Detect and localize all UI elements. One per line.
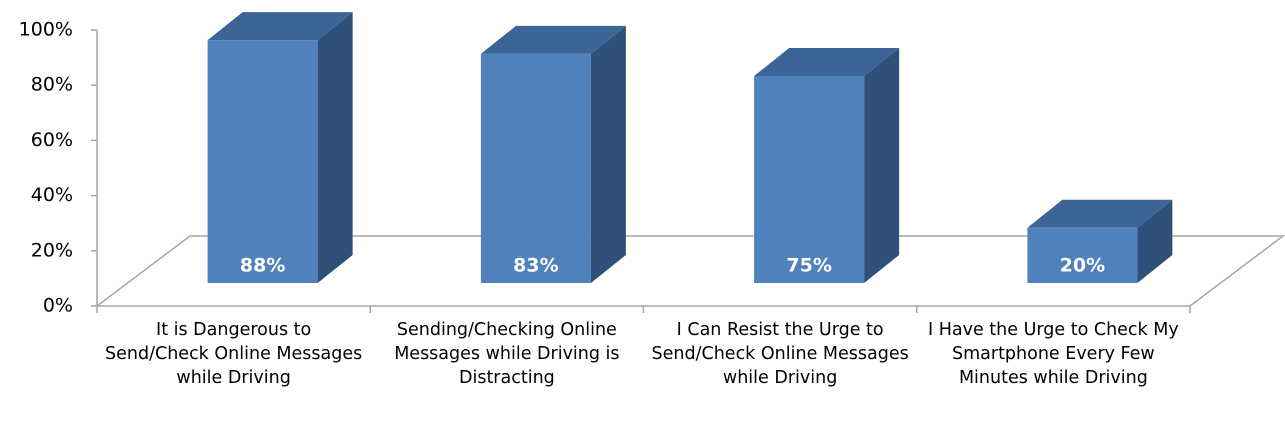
x-tick-label: It is Dangerous to Send/Check Online Mes… (105, 320, 363, 388)
y-tick-label: 80% (31, 74, 73, 96)
bar (1027, 227, 1138, 283)
x-tick-label: I Can Resist the Urge to Send/Check Onli… (651, 320, 909, 388)
floor (94, 235, 1285, 307)
y-tick-label: 20% (31, 239, 73, 261)
bar-side (317, 12, 353, 284)
bar (754, 76, 865, 283)
value-label: 83% (513, 255, 558, 277)
bar-top (207, 12, 353, 41)
bar (480, 53, 591, 283)
bar (207, 40, 318, 284)
bar-top (1027, 199, 1173, 228)
bar-side (590, 25, 626, 283)
y-tick-label: 0% (43, 295, 73, 317)
y-tick-label: 60% (31, 129, 73, 151)
bar-top (754, 48, 900, 76)
x-tick-label: Sending/Checking Online Messages while D… (394, 320, 620, 388)
y-tick-label: 40% (31, 184, 73, 206)
value-label: 75% (786, 255, 831, 277)
bar-side (864, 48, 900, 283)
bar-side (1137, 199, 1173, 283)
x-tick-label: I Have the Urge to Check My Smartphone E… (928, 320, 1179, 388)
y-tick-label: 100% (19, 19, 73, 41)
bar-top (480, 25, 626, 54)
value-label: 88% (240, 255, 285, 277)
value-label: 20% (1060, 255, 1105, 277)
